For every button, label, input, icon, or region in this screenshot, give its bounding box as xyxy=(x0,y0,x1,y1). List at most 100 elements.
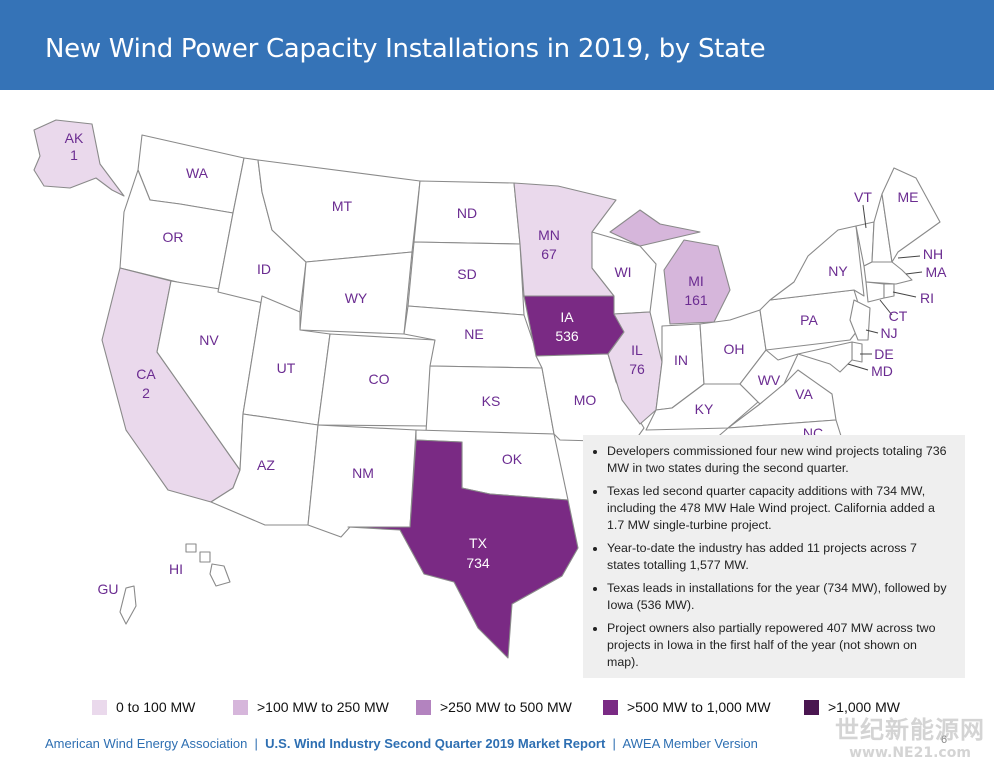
state-de[interactable] xyxy=(851,341,863,363)
state-gu[interactable] xyxy=(119,585,137,625)
label-nj: NJ xyxy=(880,325,897,341)
footer-version: AWEA Member Version xyxy=(622,736,758,751)
value-tx: 734 xyxy=(466,555,490,571)
us-map: WA OR CA 2 NV ID MT WY UT CO AZ NM ND SD… xyxy=(33,119,948,659)
label-nh: NH xyxy=(923,246,943,262)
label-mo: MO xyxy=(574,392,597,408)
legend-item: >1,000 MW xyxy=(804,698,900,716)
label-ky: KY xyxy=(695,401,714,417)
label-hi: HI xyxy=(169,561,183,577)
page-number: 6 xyxy=(941,734,948,746)
state-mi[interactable] xyxy=(609,209,731,325)
legend-label: >250 MW to 500 MW xyxy=(440,699,572,715)
footer-org: American Wind Energy Association xyxy=(45,736,248,751)
summary-notes-panel: Developers commissioned four new wind pr… xyxy=(583,435,965,678)
legend-label: >500 MW to 1,000 MW xyxy=(627,699,771,715)
site-watermark: 世纪新能源网 www.NE21.com xyxy=(835,710,985,761)
state-nj[interactable] xyxy=(849,299,871,341)
state-ma[interactable] xyxy=(863,261,913,285)
label-nm: NM xyxy=(352,465,374,481)
note-item: Developers commissioned four new wind pr… xyxy=(607,443,951,477)
label-mn: MN xyxy=(538,227,560,243)
state-il[interactable] xyxy=(607,311,663,425)
footer-separator: | xyxy=(254,736,258,751)
label-ma: MA xyxy=(926,264,948,280)
label-mi: MI xyxy=(688,273,704,289)
state-ia[interactable] xyxy=(523,295,625,357)
label-va: VA xyxy=(795,386,813,402)
label-md: MD xyxy=(871,363,893,379)
label-ia: IA xyxy=(560,309,574,325)
label-ca: CA xyxy=(136,366,156,382)
value-il: 76 xyxy=(629,361,645,377)
legend-swatch xyxy=(92,699,107,715)
value-mi: 161 xyxy=(684,292,708,308)
value-ia: 536 xyxy=(555,328,579,344)
label-wy: WY xyxy=(345,290,368,306)
state-ct[interactable] xyxy=(865,281,885,303)
nj-leader xyxy=(865,329,879,334)
label-ak: AK xyxy=(65,130,84,146)
state-tx[interactable] xyxy=(347,439,579,659)
nh-leader xyxy=(897,255,921,259)
label-id: ID xyxy=(257,261,271,277)
title-bar: New Wind Power Capacity Installations in… xyxy=(0,0,994,90)
value-mn: 67 xyxy=(541,246,557,262)
state-md[interactable] xyxy=(797,341,853,373)
state-ak[interactable] xyxy=(33,119,125,197)
label-ne: NE xyxy=(464,326,483,342)
label-oh: OH xyxy=(724,341,745,357)
label-wv: WV xyxy=(758,372,781,388)
label-wa: WA xyxy=(186,165,209,181)
watermark-text: 世纪新能源网 xyxy=(835,716,985,744)
value-ak: 1 xyxy=(70,147,78,163)
legend-item: 0 to 100 MW xyxy=(92,698,195,716)
note-item: Year-to-date the industry has added 11 p… xyxy=(607,540,951,574)
summary-notes-list: Developers commissioned four new wind pr… xyxy=(591,443,951,671)
state-ny[interactable] xyxy=(769,225,865,301)
legend-swatch xyxy=(233,699,248,715)
ri-leader xyxy=(892,291,917,298)
legend-label: >1,000 MW xyxy=(828,699,900,715)
footer-report-title: U.S. Wind Industry Second Quarter 2019 M… xyxy=(265,736,606,751)
label-gu: GU xyxy=(98,581,119,597)
legend-item: >250 MW to 500 MW xyxy=(416,698,572,716)
vt-leader xyxy=(862,204,867,229)
ct-leader xyxy=(879,299,893,316)
label-sd: SD xyxy=(457,266,476,282)
legend-swatch xyxy=(416,699,431,715)
state-hi[interactable] xyxy=(185,543,231,587)
page-title: New Wind Power Capacity Installations in… xyxy=(45,34,766,64)
note-item: Texas led second quarter capacity additi… xyxy=(607,483,951,534)
legend-label: >100 MW to 250 MW xyxy=(257,699,389,715)
footer: American Wind Energy Association | U.S. … xyxy=(45,736,758,751)
label-pa: PA xyxy=(800,312,818,328)
label-co: CO xyxy=(369,371,390,387)
legend-swatch xyxy=(804,699,819,715)
label-nd: ND xyxy=(457,205,477,221)
label-or: OR xyxy=(163,229,184,245)
label-il: IL xyxy=(631,342,643,358)
label-ut: UT xyxy=(277,360,296,376)
legend-item: >500 MW to 1,000 MW xyxy=(603,698,771,716)
state-ri[interactable] xyxy=(883,283,895,299)
label-ny: NY xyxy=(828,263,848,279)
label-mt: MT xyxy=(332,198,353,214)
label-in: IN xyxy=(674,352,688,368)
label-vt: VT xyxy=(854,189,872,205)
legend-item: >100 MW to 250 MW xyxy=(233,698,389,716)
watermark-url: www.NE21.com xyxy=(849,745,971,761)
md-leader xyxy=(847,363,869,371)
map-legend: 0 to 100 MW >100 MW to 250 MW >250 MW to… xyxy=(92,698,942,718)
label-nv: NV xyxy=(199,332,219,348)
legend-label: 0 to 100 MW xyxy=(116,699,196,715)
label-tx: TX xyxy=(469,535,488,551)
legend-swatch xyxy=(603,699,618,715)
label-ok: OK xyxy=(502,451,523,467)
ma-leader xyxy=(905,271,923,275)
label-wi: WI xyxy=(614,264,631,280)
label-ct: CT xyxy=(889,308,908,324)
label-ri: RI xyxy=(920,290,934,306)
state-nm[interactable] xyxy=(307,424,417,538)
label-de: DE xyxy=(874,346,893,362)
